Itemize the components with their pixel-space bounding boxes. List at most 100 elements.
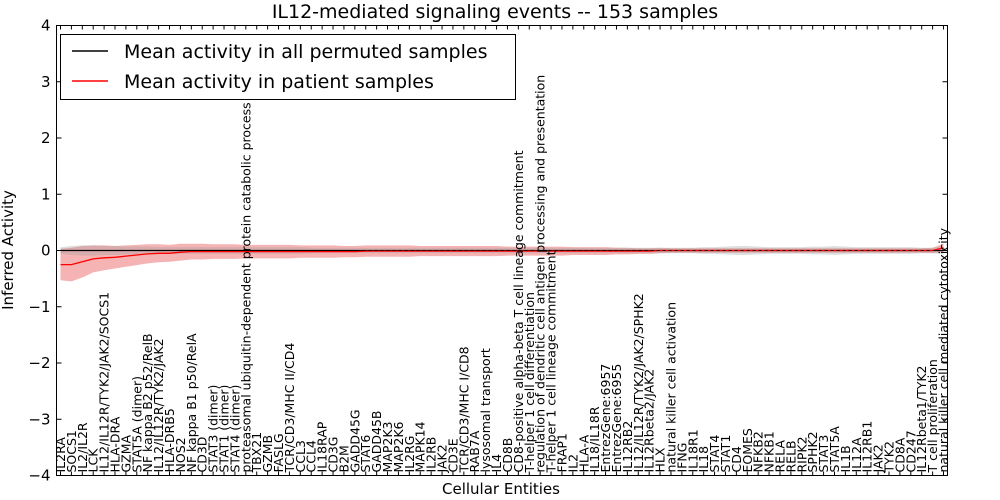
- entity-label: CD4: [729, 446, 744, 472]
- legend-label-permuted: Mean activity in all permuted samples: [124, 41, 487, 63]
- entity-label: GZMB: [260, 435, 275, 473]
- entity-label: LCK: [86, 448, 101, 473]
- y-axis-label: Inferred Activity: [0, 190, 17, 310]
- entity-label: TCR/CD3/MHC II/CD4: [282, 343, 297, 474]
- entity-label: MAP2K6: [391, 421, 406, 472]
- entity-label: JAK2: [871, 444, 886, 473]
- entity-label: IL4: [489, 454, 504, 473]
- entity-label: EntrezGene:6957: [598, 364, 613, 473]
- entity-label: NF kappa B1 p50/RelA: [184, 333, 199, 473]
- entity-label: TYK2: [882, 441, 897, 473]
- y-tick-label: 2: [41, 129, 51, 147]
- entity-label: IL2/IL2R: [75, 422, 90, 472]
- entity-label: RIPK2: [794, 436, 809, 472]
- entity-label: IL12/IL12R/TYK2/JAK2/SOCS1: [97, 292, 112, 473]
- entity-label: IL12A: [849, 437, 864, 473]
- entity-label: EntrezGene:6955: [609, 364, 624, 473]
- entity-label: IL12Rbeta1/TYK2: [914, 365, 929, 472]
- entity-label: IL18R1: [685, 429, 700, 472]
- entity-label: lysosomal transport: [478, 348, 493, 472]
- entity-label: IL12/IL12R/TYK2/JAK2: [151, 338, 166, 472]
- entity-label: CD3D: [195, 437, 210, 473]
- y-tick-label: −3: [28, 410, 50, 428]
- entity-label: IL2RB: [424, 437, 439, 473]
- entity-label: CD3E: [445, 438, 460, 472]
- entity-label: CCL3: [293, 440, 308, 472]
- entity-label: CD3G: [326, 437, 341, 473]
- chart-title: IL12-mediated signaling events -- 153 sa…: [272, 1, 718, 23]
- legend: Mean activity in all permuted samples Me…: [60, 34, 516, 100]
- entity-label: STAT3: [816, 435, 831, 473]
- entity-label: STAT5A (dimer): [129, 376, 144, 472]
- entity-label: MAP2K3: [380, 422, 395, 473]
- entity-label: NFKB1: [762, 431, 777, 472]
- entity-label: B2M: [336, 445, 351, 472]
- entity-label: STAT3 (dimer): [206, 385, 221, 473]
- patient-band: [60, 243, 944, 282]
- entity-label: STAT4 (dimer): [227, 385, 242, 473]
- entity-label: HLA-A: [576, 434, 591, 472]
- entity-label: RAB7A: [467, 430, 482, 472]
- entity-label: natural killer cell activation: [664, 302, 679, 473]
- entity-label: FASLG: [271, 433, 286, 472]
- legend-label-patient: Mean activity in patient samples: [124, 71, 434, 93]
- y-tick-label: 0: [41, 242, 51, 260]
- entity-label: T-helper 1 cell lineage commitment: [544, 250, 559, 473]
- lines-layer: [56, 247, 948, 266]
- entity-label: TCR/CD3/MHC I/CD8: [456, 346, 471, 473]
- entity-label: IL2: [565, 454, 580, 473]
- entity-label: EOMES: [740, 428, 755, 472]
- entity-label: STAT1 (dimer): [217, 385, 232, 473]
- x-axis-label: Cellular Entities: [442, 480, 560, 498]
- entity-label: GADD45B: [369, 411, 384, 473]
- entity-label: IL18: [696, 446, 711, 473]
- entity-label: IL12Rbeta2/JAK2: [642, 369, 657, 473]
- entity-label: RELB: [783, 440, 798, 472]
- entity-label: CD8B: [500, 438, 515, 473]
- entity-label: CCL4: [304, 440, 319, 472]
- entity-label: IL1B: [838, 445, 853, 472]
- entity-label: NFKB2: [751, 431, 766, 472]
- entity-label: GZMA: [118, 434, 133, 472]
- entity-label: IL12RB2: [620, 421, 635, 473]
- entity-label: MAPK14: [413, 421, 428, 472]
- entity-labels: IL2RASOCS1IL2/IL2RLCKIL12/IL12R/TYK2/JAK…: [53, 75, 951, 474]
- entity-label: JAK2: [435, 444, 450, 473]
- entity-label: STAT6: [358, 435, 373, 473]
- entity-label: FRAP1: [555, 433, 570, 472]
- entity-label: natural killer cell mediated cytotoxicit…: [936, 227, 951, 472]
- y-tick-label: −1: [28, 298, 50, 316]
- entity-label: proteasomal ubiquitin-dependent protein …: [238, 102, 253, 472]
- entity-label: CD8-positive alpha-beta T cell lineage c…: [511, 150, 526, 472]
- entity-label: GADD45G: [347, 409, 362, 472]
- entity-label: T cell proliferation: [925, 359, 940, 473]
- entity-label: IL2RG: [402, 436, 417, 473]
- legend-frame: [60, 34, 516, 100]
- entity-label: IL18RAP: [315, 421, 330, 472]
- entity-label: STAT4: [707, 435, 722, 473]
- y-tick-label: −2: [28, 354, 50, 372]
- entity-label: HLA-DRA: [108, 416, 123, 472]
- y-tick-label: 4: [41, 17, 51, 35]
- entity-label: RELA: [773, 440, 788, 473]
- entity-label: NF kappa B2 p52/RelB: [140, 333, 155, 472]
- entity-label: IL18/IL18R: [587, 406, 602, 472]
- entity-label: IL12/IL12R/TYK2/JAK2/SPHK2: [631, 293, 646, 472]
- entity-label: TBX21: [249, 432, 264, 474]
- y-tick-label: 1: [41, 185, 51, 203]
- entity-label: IL2RA: [53, 437, 68, 473]
- entity-label: SOCS1: [64, 430, 79, 472]
- bands-layer: [60, 243, 944, 282]
- y-axis: 4 3 2 1 0 −1 −2 −3 −4: [28, 17, 948, 485]
- entity-label: regulation of dendritic cell antigen pro…: [533, 75, 548, 473]
- entity-label: NOS2: [173, 437, 188, 472]
- x-axis: [60, 25, 944, 476]
- entity-label: IFNG: [674, 443, 689, 473]
- entity-label: T-helper 1 cell differentiation: [522, 292, 537, 473]
- y-tick-label: −4: [28, 467, 50, 485]
- entity-label: HLX: [653, 447, 668, 472]
- y-tick-label: 3: [41, 73, 51, 91]
- entity-label: STAT1: [718, 435, 733, 473]
- entity-label: CD8A: [892, 437, 907, 472]
